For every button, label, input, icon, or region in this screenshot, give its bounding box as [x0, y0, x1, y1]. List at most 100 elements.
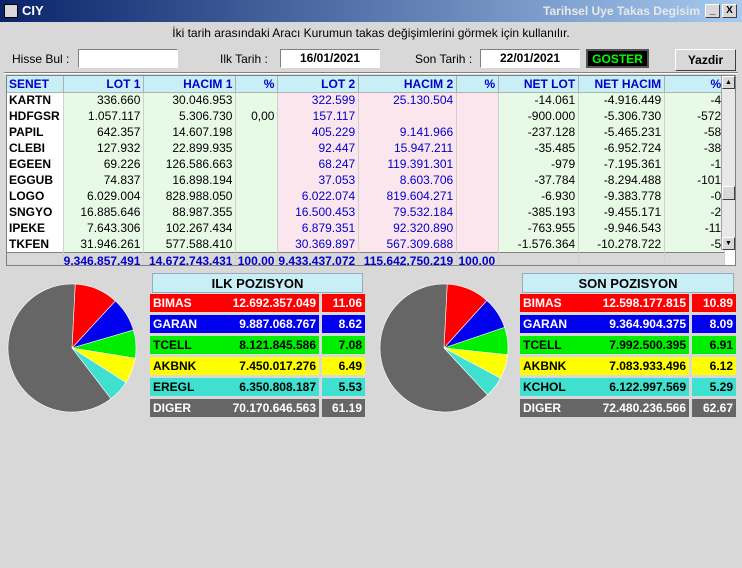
scroll-thumb[interactable]: [722, 186, 735, 200]
table-header: SENET LOT 1 HACIM 1 % LOT 2 HACIM 2 % NE…: [7, 76, 726, 93]
cell-net-lot: -900.000: [498, 108, 580, 124]
cell-pct1: [235, 236, 279, 252]
cell-hacim1: 828.988.050: [143, 188, 237, 204]
position-pct: 8.09: [692, 315, 736, 333]
cell-net-hacim: -7.195.361: [578, 156, 666, 172]
app-icon[interactable]: [4, 4, 18, 18]
position-row: DIGER 72.480.236.566 62.67: [520, 399, 736, 417]
cell-net-hacim: -9.383.778: [578, 188, 666, 204]
position-name: KCHOL: [520, 378, 592, 396]
total-cell-net-pct: [664, 251, 726, 265]
cell-net-lot: -14.061: [498, 92, 580, 108]
table-row[interactable]: EGGUB 74.837 16.898.194 37.053 8.603.706 -37.…: [7, 172, 726, 188]
cell-net-lot: -763.955: [498, 220, 580, 236]
scroll-up-icon[interactable]: ▲: [722, 76, 735, 89]
vertical-scrollbar[interactable]: ▲ ▼: [721, 76, 735, 250]
position-name: BIMAS: [150, 294, 222, 312]
col-pct1[interactable]: %: [235, 76, 279, 93]
col-senet[interactable]: SENET: [7, 76, 64, 93]
app-title: CIY: [22, 3, 44, 18]
table-row[interactable]: PAPIL 642.357 14.607.198 405.229 9.141.966 -2…: [7, 124, 726, 140]
position-pct: 5.29: [692, 378, 736, 396]
table-row[interactable]: IPEKE 7.643.306 102.267.434 6.879.351 92.320…: [7, 220, 726, 236]
cell-hacim2: 567.309.688: [358, 236, 458, 252]
col-net-hacim[interactable]: NET HACIM: [578, 76, 666, 93]
cell-net-hacim: -4.916.449: [578, 92, 666, 108]
cell-hacim2: 119.391.301: [358, 156, 458, 172]
table-row[interactable]: EGEEN 69.226 126.586.663 68.247 119.391.301 -…: [7, 156, 726, 172]
hisse-bul-input[interactable]: [78, 49, 178, 68]
cell-net-hacim: -10.278.722: [578, 236, 666, 252]
position-value: 6.350.808.187: [222, 378, 322, 396]
col-lot2[interactable]: LOT 2: [277, 76, 360, 93]
takas-grid: SENET LOT 1 HACIM 1 % LOT 2 HACIM 2 % NE…: [6, 75, 736, 266]
ilk-tarih-label: Ilk Tarih :: [220, 52, 268, 66]
son-tarih-field[interactable]: 22/01/2021: [480, 49, 580, 68]
cell-hacim2: 92.320.890: [358, 220, 458, 236]
yazdir-button[interactable]: Yazdir: [675, 49, 736, 71]
cell-senet: LOGO: [7, 188, 64, 204]
cell-lot1: 336.660: [63, 92, 145, 108]
cell-net-pct: -4: [664, 92, 726, 108]
goster-button[interactable]: GOSTER: [586, 49, 649, 68]
cell-lot2: 68.247: [277, 156, 360, 172]
position-pct: 10.89: [692, 294, 736, 312]
cell-hacim1: 102.267.434: [143, 220, 237, 236]
cell-hacim2: 25.130.504: [358, 92, 458, 108]
cell-net-hacim: -8.294.488: [578, 172, 666, 188]
ilk-tarih-field[interactable]: 16/01/2021: [280, 49, 380, 68]
cell-lot2: 30.369.897: [277, 236, 360, 252]
cell-hacim2: 79.532.184: [358, 204, 458, 220]
close-icon[interactable]: X: [722, 4, 737, 18]
title-bar: CIY Tarihsel Uye Takas Degisim _ X: [0, 0, 742, 22]
total-cell-lot1: 9.346.857.491: [63, 251, 145, 265]
ilk-pozisyon-pie-chart: [7, 283, 137, 413]
cell-lot2: 16.500.453: [277, 204, 360, 220]
table-row[interactable]: HDFGSR 1.057.117 5.306.730 0,00 157.117 -900.…: [7, 108, 726, 124]
table-row[interactable]: TKFEN 31.946.261 577.588.410 30.369.897 567.…: [7, 236, 726, 252]
table-row[interactable]: LOGO 6.029.004 828.988.050 6.022.074 819.604…: [7, 188, 726, 204]
position-pct: 7.08: [322, 336, 365, 354]
table-row[interactable]: KARTN 336.660 30.046.953 322.599 25.130.504 -…: [7, 92, 726, 108]
cell-pct2: [456, 108, 500, 124]
cell-net-lot: -37.784: [498, 172, 580, 188]
position-row: GARAN 9.887.068.767 8.62: [150, 315, 365, 333]
minimize-icon[interactable]: _: [705, 4, 720, 18]
son-pozisyon-table: BIMAS 12.598.177.815 10.89 GARAN 9.364.904.3…: [520, 291, 736, 420]
table-row[interactable]: CLEBI 127.932 22.899.935 92.447 15.947.211 -3…: [7, 140, 726, 156]
cell-senet: TKFEN: [7, 236, 64, 252]
col-hacim2[interactable]: HACIM 2: [358, 76, 458, 93]
cell-hacim1: 30.046.953: [143, 92, 237, 108]
cell-net-lot: -979: [498, 156, 580, 172]
cell-pct2: [456, 140, 500, 156]
cell-lot1: 642.357: [63, 124, 145, 140]
cell-senet: EGEEN: [7, 156, 64, 172]
total-cell-net-lot: [498, 251, 580, 265]
position-row: BIMAS 12.598.177.815 10.89: [520, 294, 736, 312]
col-hacim1[interactable]: HACIM 1: [143, 76, 237, 93]
position-row: AKBNK 7.083.933.496 6.12: [520, 357, 736, 375]
col-net-lot[interactable]: NET LOT: [498, 76, 580, 93]
total-cell-hacim1: 14.672.743.431: [143, 251, 237, 265]
position-name: AKBNK: [150, 357, 222, 375]
col-pct2[interactable]: %: [456, 76, 500, 93]
cell-hacim2: 9.141.966: [358, 124, 458, 140]
cell-net-pct: -11: [664, 220, 726, 236]
cell-net-pct: -38: [664, 140, 726, 156]
table-row[interactable]: SNGYO 16.885.646 88.987.355 16.500.453 79.53…: [7, 204, 726, 220]
hisse-bul-label: Hisse Bul :: [12, 52, 70, 66]
cell-pct1: [235, 220, 279, 236]
position-value: 7.083.933.496: [592, 357, 692, 375]
cell-senet: EGGUB: [7, 172, 64, 188]
cell-net-lot: -385.193: [498, 204, 580, 220]
cell-senet: SNGYO: [7, 204, 64, 220]
position-row: KCHOL 6.122.997.569 5.29: [520, 378, 736, 396]
position-name: TCELL: [520, 336, 592, 354]
col-lot1[interactable]: LOT 1: [63, 76, 145, 93]
cell-lot1: 6.029.004: [63, 188, 145, 204]
position-value: 72.480.236.566: [592, 399, 692, 417]
scroll-down-icon[interactable]: ▼: [722, 237, 735, 250]
col-net-pct[interactable]: %: [664, 76, 726, 93]
cell-pct1: [235, 188, 279, 204]
cell-net-lot: -35.485: [498, 140, 580, 156]
